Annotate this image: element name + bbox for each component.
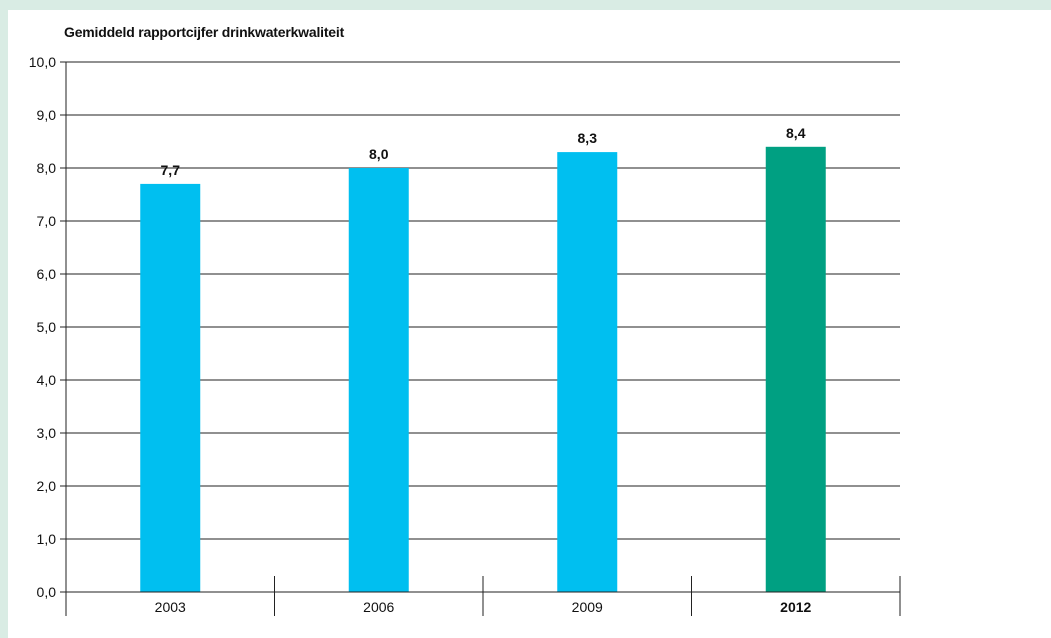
y-tick-label: 4,0 — [37, 372, 57, 388]
x-tick-label-2009: 2009 — [572, 599, 603, 615]
value-label-2009: 8,3 — [578, 130, 598, 146]
bar-chart: 0,0 1,0 2,0 3,0 4,0 5,0 6,0 7,0 8,0 9,0 10,0 7,7 200… — [29, 54, 901, 616]
value-label-2006: 8,0 — [369, 146, 389, 162]
value-label-2012: 8,4 — [786, 125, 806, 141]
y-tick-label: 0,0 — [37, 584, 57, 600]
y-tick-label: 5,0 — [37, 319, 57, 335]
y-tick-label: 7,0 — [37, 213, 57, 229]
x-tick-label-2006: 2006 — [363, 599, 394, 615]
bar-2009 — [557, 152, 618, 592]
y-tick-label: 9,0 — [37, 107, 57, 123]
y-tick-label: 3,0 — [37, 425, 57, 441]
bar-2003 — [140, 183, 201, 592]
y-tick-label: 10,0 — [29, 54, 56, 70]
x-tick-label-2003: 2003 — [155, 599, 186, 615]
chart-panel: Gemiddeld rapportcijfer drinkwaterkwalit… — [8, 10, 1051, 638]
bar-2012 — [765, 146, 826, 593]
bar-2006 — [348, 168, 409, 592]
y-tick-label: 8,0 — [37, 160, 57, 176]
value-label-2003: 7,7 — [161, 162, 181, 178]
y-tick-label: 2,0 — [37, 478, 57, 494]
y-tick-label: 6,0 — [37, 266, 57, 282]
y-tick-label: 1,0 — [37, 531, 57, 547]
chart-title: Gemiddeld rapportcijfer drinkwaterkwalit… — [64, 24, 345, 40]
x-tick-label-2012: 2012 — [780, 599, 811, 615]
